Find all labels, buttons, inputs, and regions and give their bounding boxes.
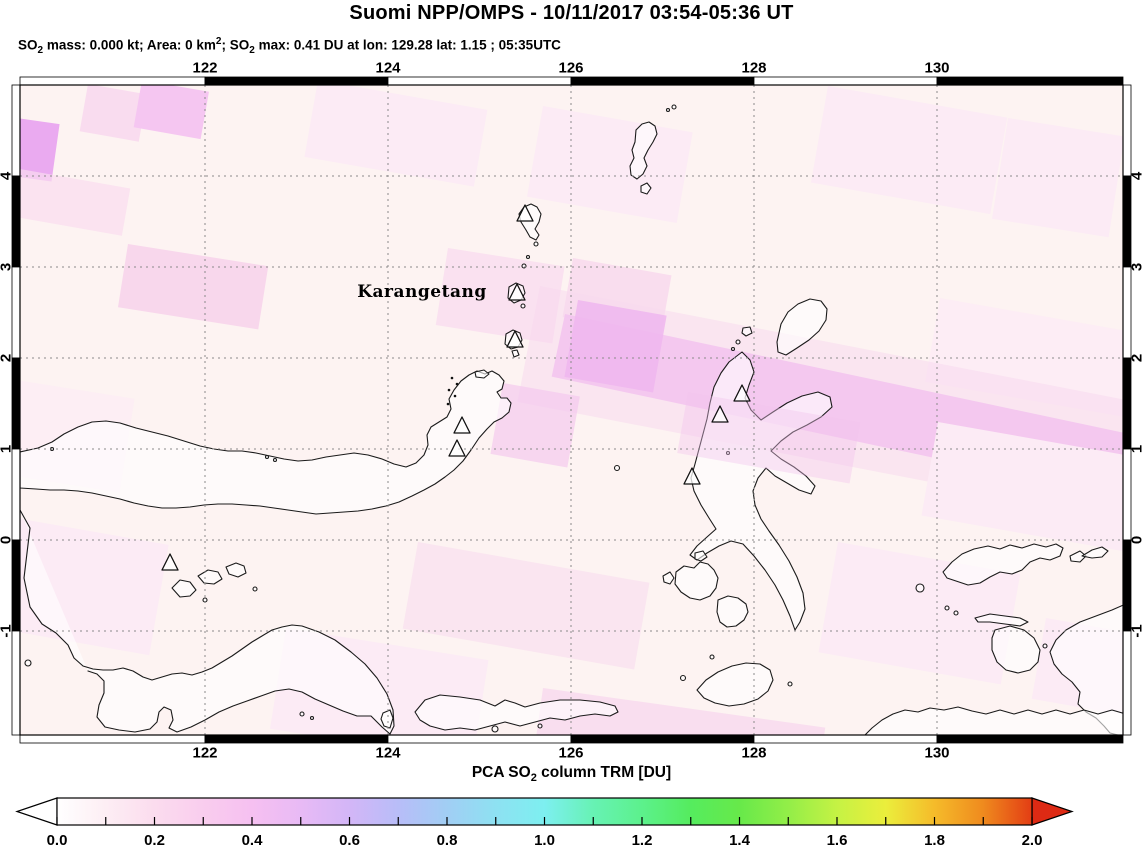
coast-north-sulawesi-arm — [20, 370, 512, 515]
lon-label-top-130: 130 — [924, 59, 950, 77]
figure-subtitle: SO2 mass: 0.000 kt; Area: 0 km2; SO2 max… — [18, 36, 561, 57]
colorbar-title: PCA SO2 column TRM [DU] — [471, 764, 672, 785]
lat-label-left-4: 4 — [0, 172, 15, 180]
graticule — [20, 85, 1123, 735]
colorbar — [15, 797, 1074, 826]
coastlines — [20, 104, 1123, 735]
lon-label-top-122: 122 — [192, 59, 218, 77]
volcano-marker — [448, 439, 466, 457]
lon-label-top-124: 124 — [375, 59, 401, 77]
colorbar-label-0.4: 0.4 — [241, 832, 263, 849]
lon-label-bottom-124: 124 — [375, 744, 401, 762]
volcano-label-karangetang: Karangetang — [357, 282, 487, 302]
map-frame — [11, 76, 1132, 744]
volcano-marker — [453, 416, 471, 434]
colorbar-overflow-arrow — [1031, 797, 1074, 826]
lat-label-right-0: 0 — [1129, 536, 1143, 544]
coast-central-sulawesi-fill — [20, 510, 394, 734]
lon-label-bottom-126: 126 — [558, 744, 584, 762]
colorbar-label-1.0: 1.0 — [534, 832, 555, 849]
volcano-marker — [161, 553, 179, 571]
colorbar-label-1.6: 1.6 — [826, 832, 848, 849]
colorbar-label-0.8: 0.8 — [436, 832, 458, 849]
lat-label-left-3: 3 — [0, 263, 15, 271]
lat-label-left-0: 0 — [0, 536, 15, 544]
coast-waigeo — [942, 543, 1064, 586]
lon-label-bottom-128: 128 — [741, 744, 767, 762]
volcano-marker — [508, 283, 526, 301]
lat-label-left-2: 2 — [0, 354, 15, 362]
lat-label-right-1: 1 — [1129, 445, 1143, 453]
coast-talaud — [629, 121, 658, 180]
colorbar-label-2.0: 2.0 — [1021, 832, 1043, 849]
volcano-marker — [516, 204, 534, 222]
coast-morotai — [776, 298, 828, 356]
lat-label-right--1: -1 — [1128, 624, 1143, 638]
lon-label-bottom-130: 130 — [924, 744, 950, 762]
colorbar-label-0.6: 0.6 — [339, 832, 360, 849]
volcano-marker — [733, 384, 751, 402]
colorbar-tick-labels: 0.0 0.2 0.4 0.6 0.8 1.0 1.2 1.4 1.6 1.8 2.0 — [0, 830, 1143, 854]
lon-label-bottom-122: 122 — [192, 744, 218, 762]
lon-label-top-128: 128 — [741, 59, 767, 77]
figure-title: Suomi NPP/OMPS - 10/11/2017 03:54-05:36 … — [349, 2, 794, 24]
volcano-marker — [683, 467, 701, 485]
volcano-marker — [711, 405, 729, 423]
lat-label-right-2: 2 — [1129, 354, 1143, 362]
volcano-marker — [506, 330, 524, 348]
coast-misool — [864, 706, 1123, 735]
colorbar-label-1.8: 1.8 — [924, 832, 945, 849]
lat-label-right-3: 3 — [1129, 263, 1143, 271]
coast-sula — [414, 694, 619, 731]
colorbar-label-1.2: 1.2 — [631, 832, 653, 849]
colorbar-underflow-arrow — [15, 797, 58, 826]
coast-central-sulawesi — [20, 509, 395, 735]
islet-specks — [446, 376, 459, 406]
lon-label-top-126: 126 — [558, 59, 584, 77]
coast-salawati — [991, 625, 1041, 674]
lat-label-right-4: 4 — [1129, 172, 1143, 180]
colorbar-label-1.4: 1.4 — [729, 832, 750, 849]
so2-swath-patches — [20, 85, 1123, 735]
lat-label-left--1: -1 — [0, 624, 15, 638]
colorbar-label-0.0: 0.0 — [46, 832, 68, 849]
coast-bacan — [674, 561, 719, 601]
colorbar-label-0.2: 0.2 — [144, 832, 165, 849]
lat-label-left-1: 1 — [0, 445, 15, 453]
